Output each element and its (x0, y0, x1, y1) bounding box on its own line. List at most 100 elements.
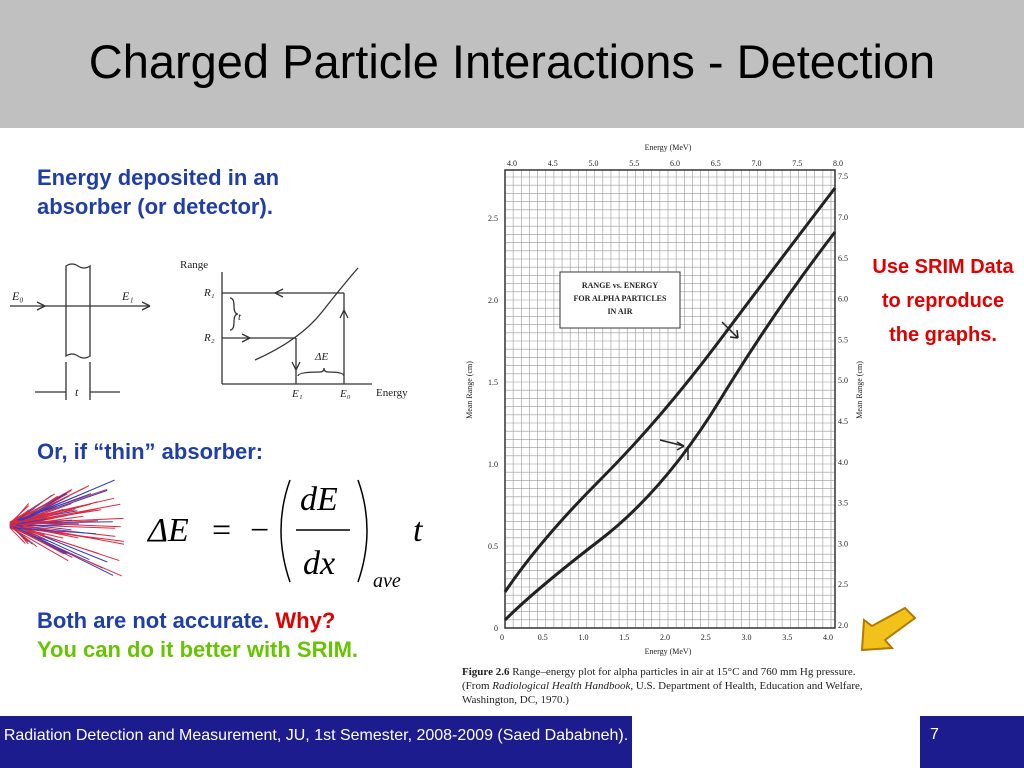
track (9, 527, 26, 544)
figure-grid (504, 170, 835, 629)
label: Range (180, 259, 208, 271)
equation: ΔE = − dE dx ave t (146, 479, 424, 592)
legend-line: RANGE vs. ENERGY (582, 281, 658, 290)
track (9, 523, 24, 527)
legend-line: IN AIR (607, 307, 632, 316)
track (9, 523, 114, 576)
label: t (238, 311, 242, 323)
tick-label: 7.5 (792, 159, 802, 168)
eq-part: − (250, 512, 269, 549)
tick-label: 5.0 (589, 159, 599, 168)
tick-label: 2.0 (838, 621, 848, 630)
tick-label: 4.0 (823, 633, 833, 642)
title-bar (0, 0, 1024, 128)
tick-label: 4.5 (838, 417, 848, 426)
track (9, 511, 30, 524)
eq-part: t (413, 512, 424, 549)
tick-label: 0 (500, 633, 504, 642)
tick-label: 4.0 (838, 458, 848, 467)
caption: Figure 2.6 Range–energy plot for alpha p… (462, 665, 872, 707)
plot-frame (504, 169, 836, 629)
tick-label: 5.5 (838, 335, 848, 344)
tick-label: 2.5 (701, 633, 711, 642)
caption-label: Figure 2.6 (462, 666, 510, 678)
tick-label: 6.5 (838, 254, 848, 263)
diagram-range (221, 267, 372, 385)
label: E₀ (339, 388, 351, 400)
track (9, 515, 50, 525)
srim-note: Use SRIM Data to reproduce the graphs. (872, 256, 1014, 346)
axis-title: Energy (MeV) (645, 143, 692, 152)
tick-label: 0 (494, 624, 498, 633)
label: Energy (376, 387, 408, 399)
axis-title: Energy (MeV) (645, 647, 692, 656)
axis-title: Mean Range (cm) (465, 361, 474, 419)
tick-label: 1.5 (619, 633, 629, 642)
tick-label: 1.0 (579, 633, 589, 642)
eq-part: ΔE (146, 512, 189, 549)
tick-label: 3.5 (838, 499, 848, 508)
tick-label: 7.0 (838, 213, 848, 222)
tick-label: 3.0 (838, 539, 848, 548)
srim: You can do it better with SRIM. (37, 637, 359, 662)
tick-label: 2.0 (488, 296, 498, 305)
track (9, 523, 120, 562)
page-number: 7 (930, 726, 939, 743)
track (9, 503, 121, 526)
tick-label: 6.5 (711, 159, 721, 168)
tick-label: 8.0 (833, 159, 843, 168)
conclusion: Both are not accurate. Why? You can do i… (37, 606, 437, 664)
label: E₁ (121, 289, 134, 303)
tick-label: 4.5 (548, 159, 558, 168)
footer-bar (0, 716, 632, 768)
label: t (75, 385, 79, 399)
tick-label: 0.5 (538, 633, 548, 642)
track (9, 489, 108, 525)
track (9, 527, 97, 535)
eq-part: = (212, 512, 231, 549)
track (9, 524, 116, 529)
label: R₂ (203, 332, 215, 344)
accurate: Both are not accurate. (37, 608, 270, 633)
track (9, 493, 55, 523)
tick-label: 3.0 (742, 633, 752, 642)
label: ΔE (314, 351, 328, 363)
arrow-icon (860, 606, 917, 652)
legend-box (559, 271, 681, 329)
label: R₁ (203, 287, 215, 299)
tick-label: 7.0 (752, 159, 762, 168)
heading: Energy deposited in an absorber (or dete… (37, 165, 280, 219)
label: E₀ (11, 289, 24, 303)
particle-tracks (9, 479, 125, 577)
track (9, 525, 38, 547)
tick-label: 2.5 (838, 580, 848, 589)
track (9, 501, 98, 529)
diagram-absorber (10, 263, 151, 400)
tick-label: 7.5 (838, 172, 848, 181)
tick-label: 5.0 (838, 376, 848, 385)
caption-text: Range–energy plot for alpha particles in… (462, 666, 856, 692)
tick-label: 6.0 (838, 295, 848, 304)
track (9, 520, 98, 526)
eq-part: ave (373, 570, 401, 592)
title: Charged Particle Interactions - Detectio… (88, 35, 936, 88)
footer-text: Radiation Detection and Measurement, JU,… (3, 727, 629, 744)
tick-label: 6.0 (670, 159, 680, 168)
footer-bar (920, 716, 1024, 768)
eq-part: dx (303, 545, 335, 582)
tick-label: 5.5 (629, 159, 639, 168)
tick-label: 3.5 (782, 633, 792, 642)
label: E₁ (291, 388, 303, 400)
tick-label: 0.5 (488, 542, 498, 551)
tick-label: 1.0 (488, 460, 498, 469)
tick-label: 1.5 (488, 378, 498, 387)
caption-rest: , U.S. Department of Health, Education a… (462, 680, 863, 706)
eq-part: dE (300, 481, 338, 518)
tick-label: 4.0 (507, 159, 517, 168)
tick-label: 2.0 (660, 633, 670, 642)
curves (503, 187, 837, 622)
legend-line: FOR ALPHA PARTICLES (574, 294, 667, 303)
track (9, 523, 116, 537)
